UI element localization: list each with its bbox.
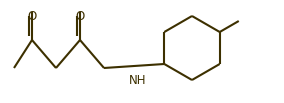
- Text: NH: NH: [129, 74, 147, 87]
- Text: O: O: [75, 10, 85, 23]
- Text: O: O: [27, 10, 37, 23]
